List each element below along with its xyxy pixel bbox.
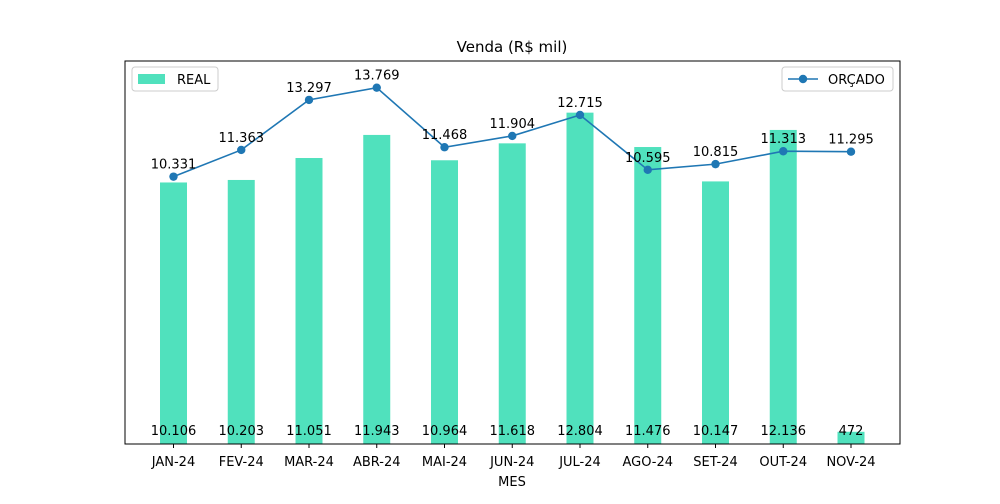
bar-real-fev-24 [227,179,255,445]
budget-value-label: 11.468 [422,128,468,143]
budget-point-set-24 [711,159,720,169]
x-axis: JAN-24 FEV-24 MAR-24 ABR-24 MAI-24 JUN-24 JUL-… [151,444,876,470]
bar-value-label: 11.943 [354,424,400,439]
legend-real-frame [131,66,219,92]
bar-real-jun-24 [498,143,526,444]
budget-point-nov-24 [846,147,856,156]
x-tick-label: JAN-24 [151,455,195,470]
legend-real: REAL [131,66,219,92]
budget-value-label: 10.595 [625,151,671,166]
bar-real-set-24 [702,181,729,444]
chart-title: Venda (R$ mil) [457,38,568,56]
budget-value-label: 13.769 [354,69,400,84]
budget-value-label: 11.904 [490,117,536,132]
x-tick-label: JUL-24 [558,455,601,470]
budget-point-abr-24 [372,83,381,92]
budget-line-layer [169,83,856,181]
x-tick-label: OUT-24 [759,455,807,470]
bar-value-label: 12.804 [557,424,603,439]
bar-real-mai-24 [431,160,458,444]
budget-value-label: 13.297 [286,81,332,96]
bar-value-label: 12.136 [761,424,807,439]
budget-point-jun-24 [508,131,517,141]
budget-value-label: 10.331 [151,158,197,173]
x-tick-label: JUN-24 [489,455,534,470]
bar-value-label: 11.618 [490,424,536,439]
budget-point-ago-24 [643,165,652,175]
x-tick-label: MAI-24 [422,455,467,470]
bar-real-jul-24 [566,112,594,444]
legend-real-swatch [138,74,165,84]
bar-value-label: 472 [839,424,864,439]
budget-value-label: 12.715 [557,96,603,111]
bar-real-abr-24 [363,134,391,445]
x-tick-label: NOV-24 [826,455,875,470]
bar-real-jan-24 [160,182,187,444]
bar-value-label: 10.203 [219,424,265,439]
budget-value-label: 11.295 [828,133,874,148]
budget-point-mar-24 [304,95,314,105]
legend-budget: ORÇADO [781,66,894,92]
x-tick-label: FEV-24 [219,455,264,470]
x-axis-label: MES [498,475,526,490]
x-tick-label: AGO-24 [622,455,673,470]
budget-point-jan-24 [169,172,178,181]
legend-budget-marker [798,74,808,84]
budget-point-fev-24 [237,145,246,155]
bar-value-label: 10.964 [422,424,468,439]
data-labels-layer: 10.106 10.203 11.051 11.943 10.964 11.618 12.8… [151,69,874,439]
budget-point-out-24 [779,147,788,156]
legend-real-label: REAL [177,73,211,88]
bar-value-label: 11.051 [286,424,332,439]
x-tick-label: SET-24 [693,455,737,470]
legend-budget-label: ORÇADO [828,73,885,88]
budget-value-label: 11.363 [219,131,265,146]
bars-layer [160,112,865,445]
x-tick-label: ABR-24 [353,455,401,470]
bar-real-out-24 [769,129,797,444]
budget-value-label: 11.313 [761,132,807,147]
budget-value-label: 10.815 [693,145,739,160]
bar-real-ago-24 [634,147,662,445]
bar-value-label: 11.476 [625,424,671,439]
bar-value-label: 10.106 [151,424,197,439]
bar-real-nov-24 [837,431,865,444]
bar-value-label: 10.147 [693,424,739,439]
budget-point-jul-24 [575,110,585,120]
budget-point-mai-24 [440,143,449,152]
legend-budget-frame [781,66,894,92]
x-tick-label: MAR-24 [284,455,334,470]
bar-real-mar-24 [295,158,323,444]
